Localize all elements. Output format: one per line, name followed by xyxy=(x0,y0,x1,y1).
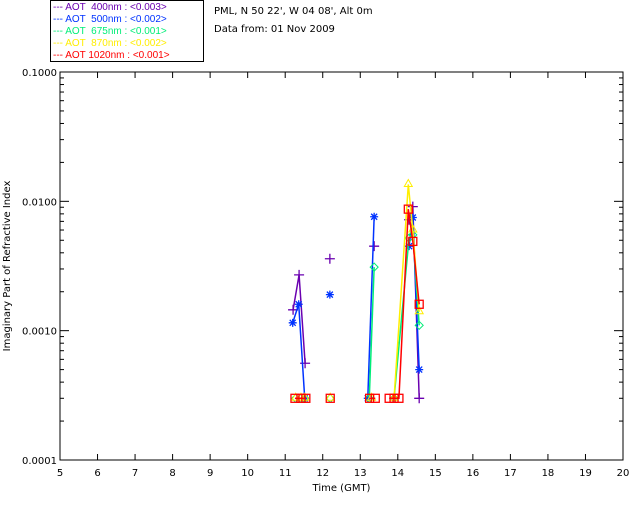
x-tick-label: 9 xyxy=(207,468,213,479)
site-info: PML, N 50 22', W 04 08', Alt 0m xyxy=(214,6,373,17)
legend-entry: --- AOT 1020nm : <0.001> xyxy=(53,50,170,61)
y-axis-label: Imaginary Part of Refractive Index xyxy=(2,181,13,352)
data-point-square xyxy=(325,393,335,403)
legend-entry: --- AOT 500nm : <0.002> xyxy=(53,14,167,25)
x-tick-label: 13 xyxy=(354,468,367,479)
x-tick-label: 8 xyxy=(169,468,175,479)
date-info: Data from: 01 Nov 2009 xyxy=(214,24,335,35)
legend-entry: --- AOT 400nm : <0.003> xyxy=(53,2,167,13)
x-tick-label: 18 xyxy=(542,468,555,479)
data-point-diamond xyxy=(369,262,379,272)
y-tick-label: 0.0100 xyxy=(22,197,57,208)
data-point-square xyxy=(403,204,413,214)
data-point-star xyxy=(325,290,334,299)
data-point-triangle xyxy=(290,392,301,401)
data-point-diamond xyxy=(414,320,424,331)
data-point-triangle xyxy=(403,178,414,187)
data-point-plus xyxy=(369,241,380,252)
x-tick-label: 12 xyxy=(316,468,329,479)
data-point-square xyxy=(414,299,424,309)
x-tick-label: 5 xyxy=(57,468,63,479)
data-point-square xyxy=(408,236,418,247)
x-tick-label: 6 xyxy=(94,468,100,479)
data-point-star xyxy=(294,300,303,309)
y-tick-label: 0.0010 xyxy=(22,327,57,338)
series-line xyxy=(367,216,375,399)
data-point-square xyxy=(301,393,311,403)
x-tick-label: 11 xyxy=(279,468,292,479)
data-point-square xyxy=(370,393,380,403)
data-point-plus xyxy=(414,393,425,404)
legend: --- AOT 400nm : <0.003> --- AOT 500nm : <… xyxy=(50,0,204,62)
x-tick-label: 7 xyxy=(132,468,138,479)
data-point-triangle xyxy=(389,392,399,401)
x-tick-label: 17 xyxy=(504,468,517,479)
legend-entry: --- AOT 675nm : <0.001> xyxy=(53,26,167,37)
data-point-plus xyxy=(294,269,305,280)
data-point-square xyxy=(389,393,399,403)
x-axis-label: Time (GMT) xyxy=(312,483,371,494)
x-tick-label: 14 xyxy=(391,468,404,479)
series-line xyxy=(368,267,375,399)
data-point-triangle xyxy=(325,392,336,401)
x-tick-label: 16 xyxy=(466,468,479,479)
data-point-square xyxy=(296,393,306,403)
data-point-star xyxy=(408,213,417,222)
series-line xyxy=(291,304,306,399)
y-tick-label: 0.1000 xyxy=(22,68,57,79)
plot-frame xyxy=(59,71,624,461)
data-point-plus xyxy=(324,253,335,264)
data-point-star xyxy=(370,212,379,221)
data-point-square xyxy=(290,393,300,403)
y-tick-label: 0.0001 xyxy=(22,456,57,467)
data-point-square xyxy=(364,393,375,403)
legend-entry: --- AOT 870nm : <0.002> xyxy=(53,38,167,49)
data-point-triangle xyxy=(414,305,425,315)
data-point-star xyxy=(288,318,297,327)
x-tick-label: 15 xyxy=(429,468,442,479)
data-point-star xyxy=(405,242,414,251)
data-point-star xyxy=(363,394,372,403)
x-tick-label: 20 xyxy=(617,468,630,479)
data-point-square xyxy=(394,393,404,403)
x-tick-label: 10 xyxy=(241,468,254,479)
data-point-star xyxy=(415,365,424,374)
data-point-square xyxy=(384,393,394,403)
x-tick-label: 19 xyxy=(579,468,592,479)
